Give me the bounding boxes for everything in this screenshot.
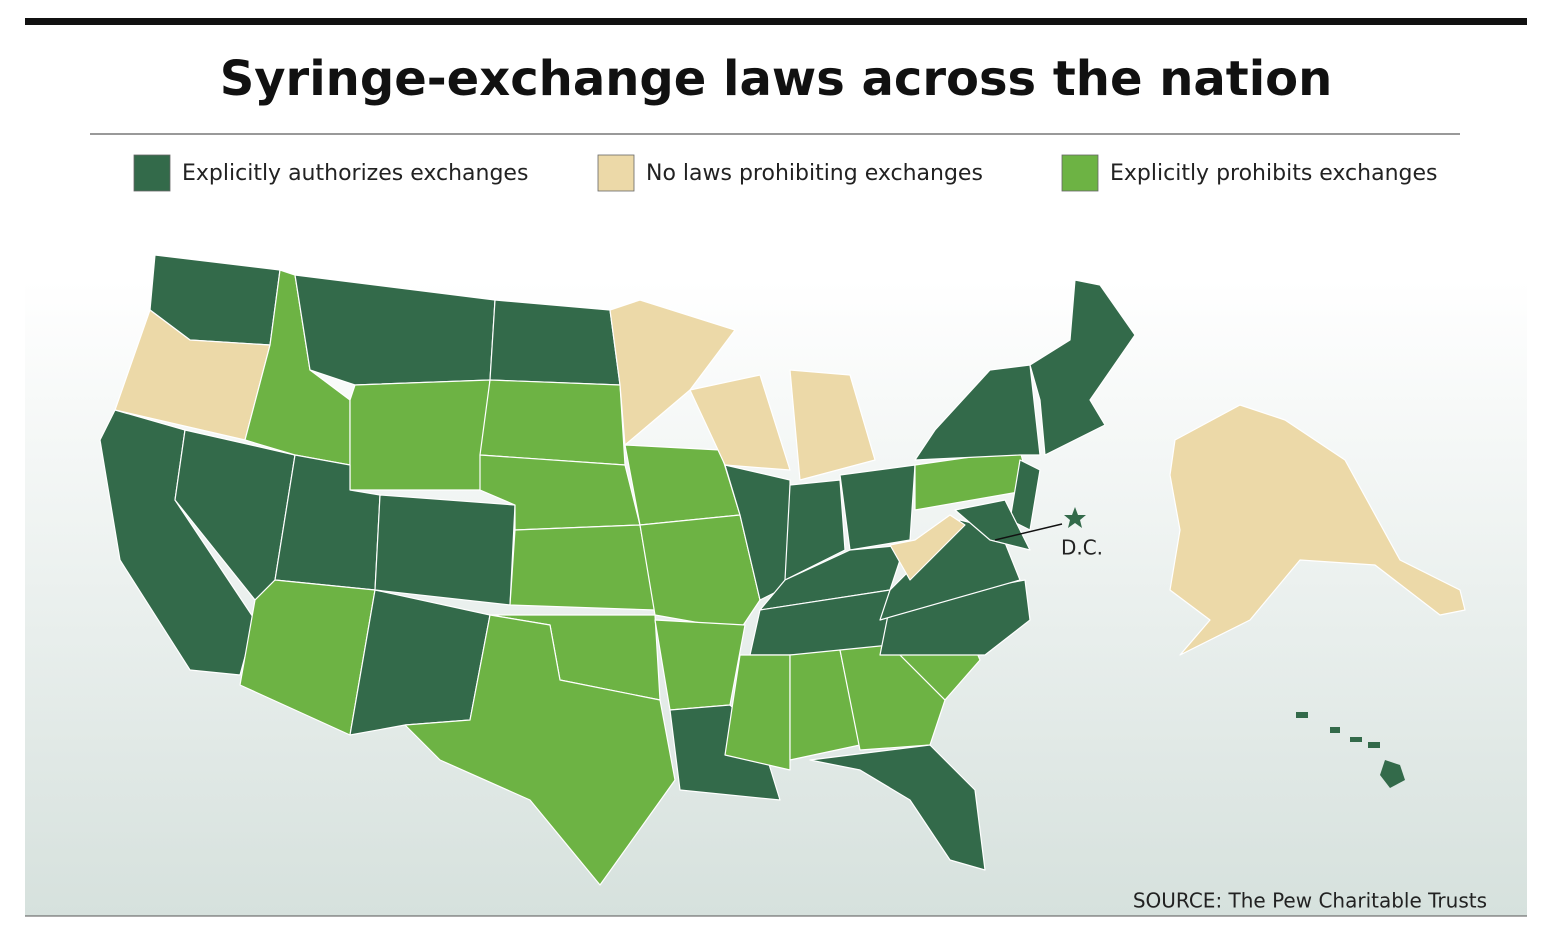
state — [374, 494, 516, 606]
legend-swatch — [597, 154, 635, 192]
state — [489, 299, 621, 386]
legend-swatch — [133, 154, 171, 192]
legend-label: No laws prohibiting exchanges — [646, 161, 983, 186]
state — [509, 524, 656, 611]
state — [839, 464, 916, 551]
hawaii — [1296, 712, 1405, 788]
state — [914, 364, 1041, 461]
top-rule — [25, 18, 1527, 25]
source: SOURCE: The Pew Charitable Trusts — [1133, 889, 1487, 913]
legend-label: Explicitly authorizes exchanges — [182, 161, 528, 186]
state — [1009, 459, 1041, 531]
state — [784, 479, 846, 581]
state — [404, 614, 676, 886]
legend-swatch — [1061, 154, 1099, 192]
state — [889, 514, 966, 581]
state — [349, 379, 491, 491]
state — [349, 589, 491, 736]
title: Syringe-exchange laws across the nation — [220, 51, 1333, 107]
state — [1029, 279, 1136, 456]
state — [639, 514, 761, 631]
states — [99, 254, 1466, 886]
state — [654, 619, 746, 711]
state — [759, 544, 906, 611]
legend-label: Explicitly prohibits exchanges — [1110, 161, 1437, 186]
state — [239, 579, 376, 736]
state — [809, 744, 986, 871]
state — [954, 499, 1031, 551]
legend: Explicitly authorizes exchanges No laws p… — [133, 154, 1437, 192]
dc-pointer — [994, 523, 1063, 541]
state — [789, 369, 876, 481]
dc-label: D.C. — [1061, 536, 1103, 560]
state — [1169, 404, 1466, 656]
state — [724, 654, 791, 771]
state — [689, 374, 791, 471]
state — [479, 379, 626, 466]
dc-star — [1064, 507, 1086, 528]
